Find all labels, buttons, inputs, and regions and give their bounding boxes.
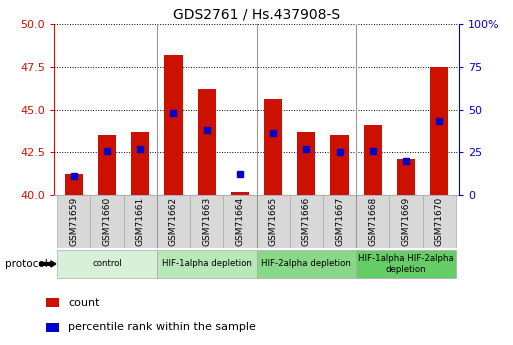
Bar bbox=[46, 323, 59, 332]
Text: GSM71669: GSM71669 bbox=[402, 197, 410, 246]
Text: GSM71663: GSM71663 bbox=[202, 197, 211, 246]
Bar bbox=[57, 195, 90, 248]
Bar bbox=[364, 125, 382, 195]
Text: HIF-1alpha HIF-2alpha
depletion: HIF-1alpha HIF-2alpha depletion bbox=[358, 254, 454, 274]
Text: control: control bbox=[92, 259, 122, 268]
Bar bbox=[98, 135, 116, 195]
Bar bbox=[164, 55, 183, 195]
Text: HIF-1alpha depletion: HIF-1alpha depletion bbox=[162, 259, 251, 268]
Bar bbox=[430, 67, 448, 195]
Bar bbox=[65, 175, 83, 195]
Bar bbox=[190, 195, 223, 248]
Bar bbox=[231, 191, 249, 195]
Text: HIF-2alpha depletion: HIF-2alpha depletion bbox=[262, 259, 351, 268]
Text: GSM71660: GSM71660 bbox=[103, 197, 111, 246]
Bar bbox=[90, 195, 124, 248]
Bar bbox=[131, 132, 149, 195]
Text: protocol: protocol bbox=[5, 259, 48, 269]
Bar bbox=[356, 195, 389, 248]
Text: GSM71667: GSM71667 bbox=[335, 197, 344, 246]
Bar bbox=[223, 195, 256, 248]
Text: percentile rank within the sample: percentile rank within the sample bbox=[68, 323, 256, 332]
Bar bbox=[256, 250, 356, 278]
Bar bbox=[356, 250, 456, 278]
Bar bbox=[157, 195, 190, 248]
Bar bbox=[290, 195, 323, 248]
Text: GSM71659: GSM71659 bbox=[69, 197, 78, 246]
Text: GSM71670: GSM71670 bbox=[435, 197, 444, 246]
Text: GSM71664: GSM71664 bbox=[235, 197, 244, 246]
Bar bbox=[198, 89, 216, 195]
Bar bbox=[264, 99, 282, 195]
Bar bbox=[330, 135, 349, 195]
Bar bbox=[397, 159, 415, 195]
Bar bbox=[389, 195, 423, 248]
Bar bbox=[57, 250, 157, 278]
Bar bbox=[423, 195, 456, 248]
Bar bbox=[323, 195, 356, 248]
Bar bbox=[157, 250, 256, 278]
Bar bbox=[124, 195, 157, 248]
Text: GSM71666: GSM71666 bbox=[302, 197, 311, 246]
Text: GSM71665: GSM71665 bbox=[269, 197, 278, 246]
Title: GDS2761 / Hs.437908-S: GDS2761 / Hs.437908-S bbox=[173, 8, 340, 22]
Text: count: count bbox=[68, 298, 100, 308]
Text: GSM71668: GSM71668 bbox=[368, 197, 377, 246]
Bar bbox=[46, 298, 59, 307]
Bar bbox=[256, 195, 290, 248]
Bar bbox=[297, 132, 315, 195]
Text: GSM71661: GSM71661 bbox=[136, 197, 145, 246]
Text: GSM71662: GSM71662 bbox=[169, 197, 178, 246]
